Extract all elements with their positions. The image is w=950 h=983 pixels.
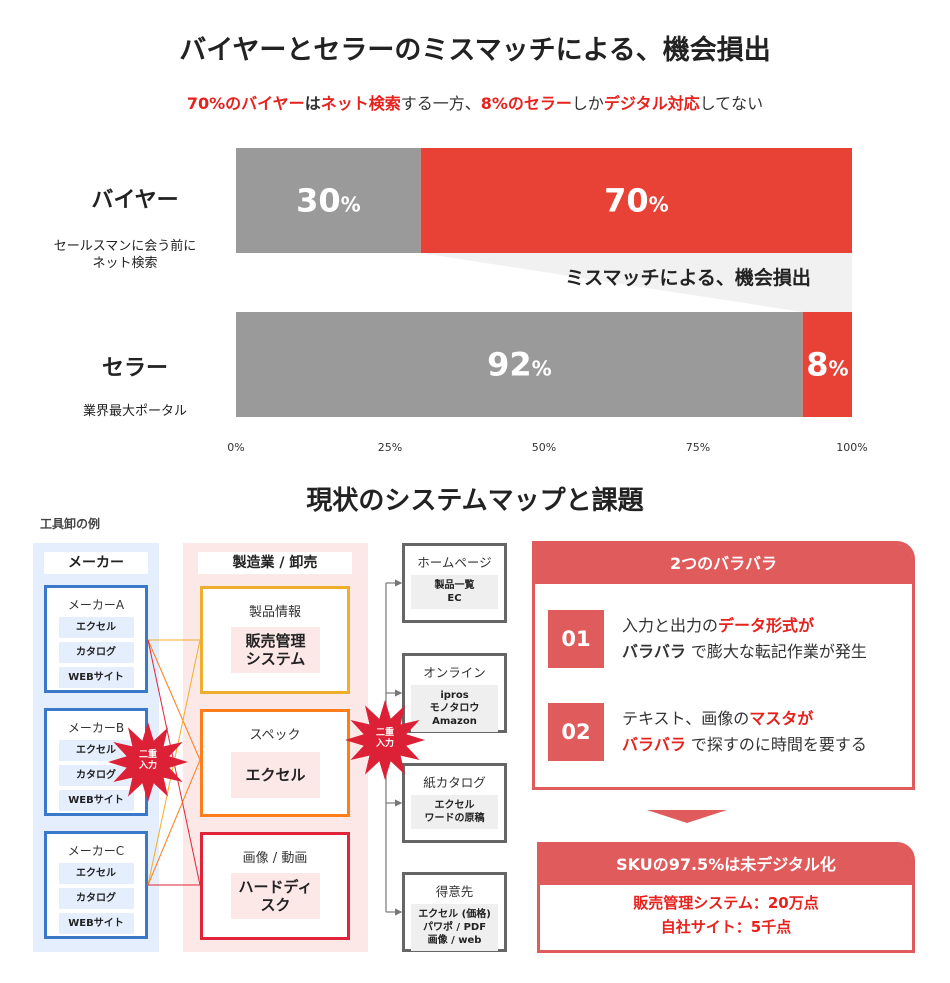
subtitle-part: ネット検索 <box>320 94 401 113</box>
x-tick-label: 50% <box>532 441 556 454</box>
sku-header: SKUの97.5%は未デジタル化 <box>540 845 912 885</box>
output-channel-box: 紙カタログ エクセル ワードの原稿 <box>402 763 507 843</box>
maker-box: メーカーA エクセルカタログ WEBサイト <box>44 585 148 693</box>
buyer-note: セールスマンに会う前に ネット検索 <box>53 239 197 271</box>
maker-item: エクセル <box>58 863 134 884</box>
maker-header: メーカー <box>44 552 148 574</box>
system-box: 画像 / 動画 ハードディ スク <box>200 832 350 940</box>
channel-name: 紙カタログ <box>423 775 486 790</box>
manufacturer-header: 製造業 / 卸売 <box>198 552 352 574</box>
burst-label: 二重 入力 <box>375 728 394 749</box>
issue-number: 02 <box>548 703 604 761</box>
system-tool: ハードディ スク <box>231 873 320 919</box>
down-arrow-icon <box>647 810 727 823</box>
maker-item: カタログ <box>58 888 134 909</box>
maker-item: WEBサイト <box>58 667 134 688</box>
maker-name: メーカーC <box>67 844 125 858</box>
data-label: 30% <box>296 182 361 220</box>
issue-highlight: バラバラ <box>622 642 686 661</box>
bar-segment <box>420 148 852 253</box>
issue-text: で探すのに時間を要する <box>685 735 867 754</box>
subtitle-part: する一方、 <box>400 94 481 113</box>
sku-line-2: 自社サイト：5千点 <box>660 918 792 936</box>
system-category: スペック <box>249 728 301 743</box>
mismatch-annotation: ミスマッチによる、機会損出 <box>565 266 811 289</box>
system-category: 画像 / 動画 <box>242 851 308 866</box>
x-tick-label: 100% <box>836 441 867 454</box>
system-tool: エクセル <box>231 752 320 798</box>
system-box: スペック エクセル <box>200 709 350 817</box>
maker-box: メーカーC エクセルカタログ WEBサイト <box>44 831 148 939</box>
issue-highlight: マスタが <box>749 709 814 728</box>
issue-text: 入力と出力の <box>622 616 719 635</box>
seller-label: セラー <box>101 356 168 381</box>
double-input-burst-right: 二重 入力 <box>345 700 425 780</box>
channel-name: 得意先 <box>435 884 474 899</box>
channel-name: オンライン <box>423 665 486 680</box>
issues-header: 2つのバラバラ <box>535 544 912 584</box>
mismatch-band <box>420 253 852 312</box>
connector-line <box>147 759 201 886</box>
connector-line <box>147 639 201 761</box>
subtitle-part: しか <box>571 94 604 113</box>
issue-item-1: 01 入力と出力のデータ形式がバラバラ で膨大な転記作業が発生 <box>548 610 867 668</box>
bar-segment <box>802 312 852 417</box>
data-label: 92% <box>487 346 552 384</box>
x-tick-label: 25% <box>378 441 402 454</box>
maker-item: WEBサイト <box>58 790 134 811</box>
data-label: 8% <box>806 346 848 384</box>
channel-detail: エクセル (価格) パワポ / PDF 画像 / web <box>411 904 498 951</box>
issue-text: で膨大な転記作業が発生 <box>685 642 867 661</box>
burst-label: 二重 入力 <box>138 750 157 771</box>
maker-name: メーカーA <box>67 598 125 612</box>
sku-panel: SKUの97.5%は未デジタル化 販売管理システム：20万点 自社サイト：5千点 <box>537 842 915 953</box>
double-input-burst-left: 二重 入力 <box>108 722 188 802</box>
issue-highlight: バラバラ <box>622 735 686 754</box>
sku-line-1: 販売管理システム：20万点 <box>633 894 819 912</box>
subtitle-part: 70%のバイヤー <box>186 94 305 113</box>
example-label: 工具卸の例 <box>40 517 101 531</box>
maker-item: WEBサイト <box>58 913 134 934</box>
subtitle-part: してない <box>699 94 764 113</box>
output-channel-box: 得意先 エクセル (価格) パワポ / PDF 画像 / web <box>402 872 507 952</box>
bar-segment <box>236 312 803 417</box>
system-tool: 販売管理 システム <box>231 627 320 673</box>
channel-name: ホームページ <box>417 555 492 570</box>
subtitle-part: は <box>304 94 321 113</box>
channel-detail: ipros モノタロウ Amazon <box>411 685 498 732</box>
issue-text: テキスト、画像の <box>622 709 750 728</box>
subtitle-part: 8%のセラー <box>480 94 572 113</box>
issue-highlight: データ形式が <box>718 616 815 635</box>
seller-note: 業界最大ポータル <box>82 404 187 419</box>
maker-item: エクセル <box>58 617 134 638</box>
channel-detail: エクセル ワードの原稿 <box>411 795 498 829</box>
maker-item: カタログ <box>58 642 134 663</box>
x-tick-label: 0% <box>227 441 244 454</box>
system-category: 製品情報 <box>248 605 301 620</box>
page-title: バイヤーとセラーのミスマッチによる、機会損出 <box>179 35 771 66</box>
x-tick-label: 75% <box>686 441 710 454</box>
output-channel-box: オンライン ipros モノタロウ Amazon <box>402 653 507 733</box>
maker-name: メーカーB <box>67 721 125 735</box>
system-box: 製品情報 販売管理 システム <box>200 586 350 694</box>
bar-segment <box>236 148 421 253</box>
output-channel-box: ホームページ 製品一覧 EC <box>402 543 507 623</box>
subtitle-part: デジタル対応 <box>603 94 700 113</box>
map-title: 現状のシステムマップと課題 <box>306 486 644 516</box>
channel-detail: 製品一覧 EC <box>411 575 498 609</box>
maker-item: エクセル <box>58 740 134 761</box>
maker-box: メーカーB エクセル カタログ WEBサイト <box>44 708 148 816</box>
data-label: 70% <box>604 182 669 220</box>
subtitle: 70%のバイヤーはネット検索する一方、8%のセラーしかデジタル対応してない <box>0 90 950 114</box>
issue-number: 01 <box>548 610 604 668</box>
issue-item-2: 02 テキスト、画像のマスタがバラバラ で探すのに時間を要する <box>548 703 867 761</box>
stacked-bar-chart: 30% 70% 92% 8% 0% 25% 50% 75% 100% ミスマッチによる、機会損出 <box>227 148 868 454</box>
buyer-label: バイヤー <box>91 188 179 213</box>
